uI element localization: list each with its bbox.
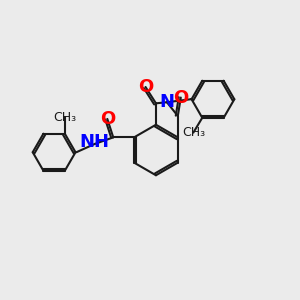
Text: NH: NH <box>80 134 110 152</box>
Text: N: N <box>159 93 174 111</box>
Text: O: O <box>100 110 115 128</box>
Text: O: O <box>138 78 153 96</box>
Text: CH₃: CH₃ <box>53 111 76 124</box>
Text: O: O <box>173 88 188 106</box>
Text: CH₃: CH₃ <box>182 126 205 139</box>
